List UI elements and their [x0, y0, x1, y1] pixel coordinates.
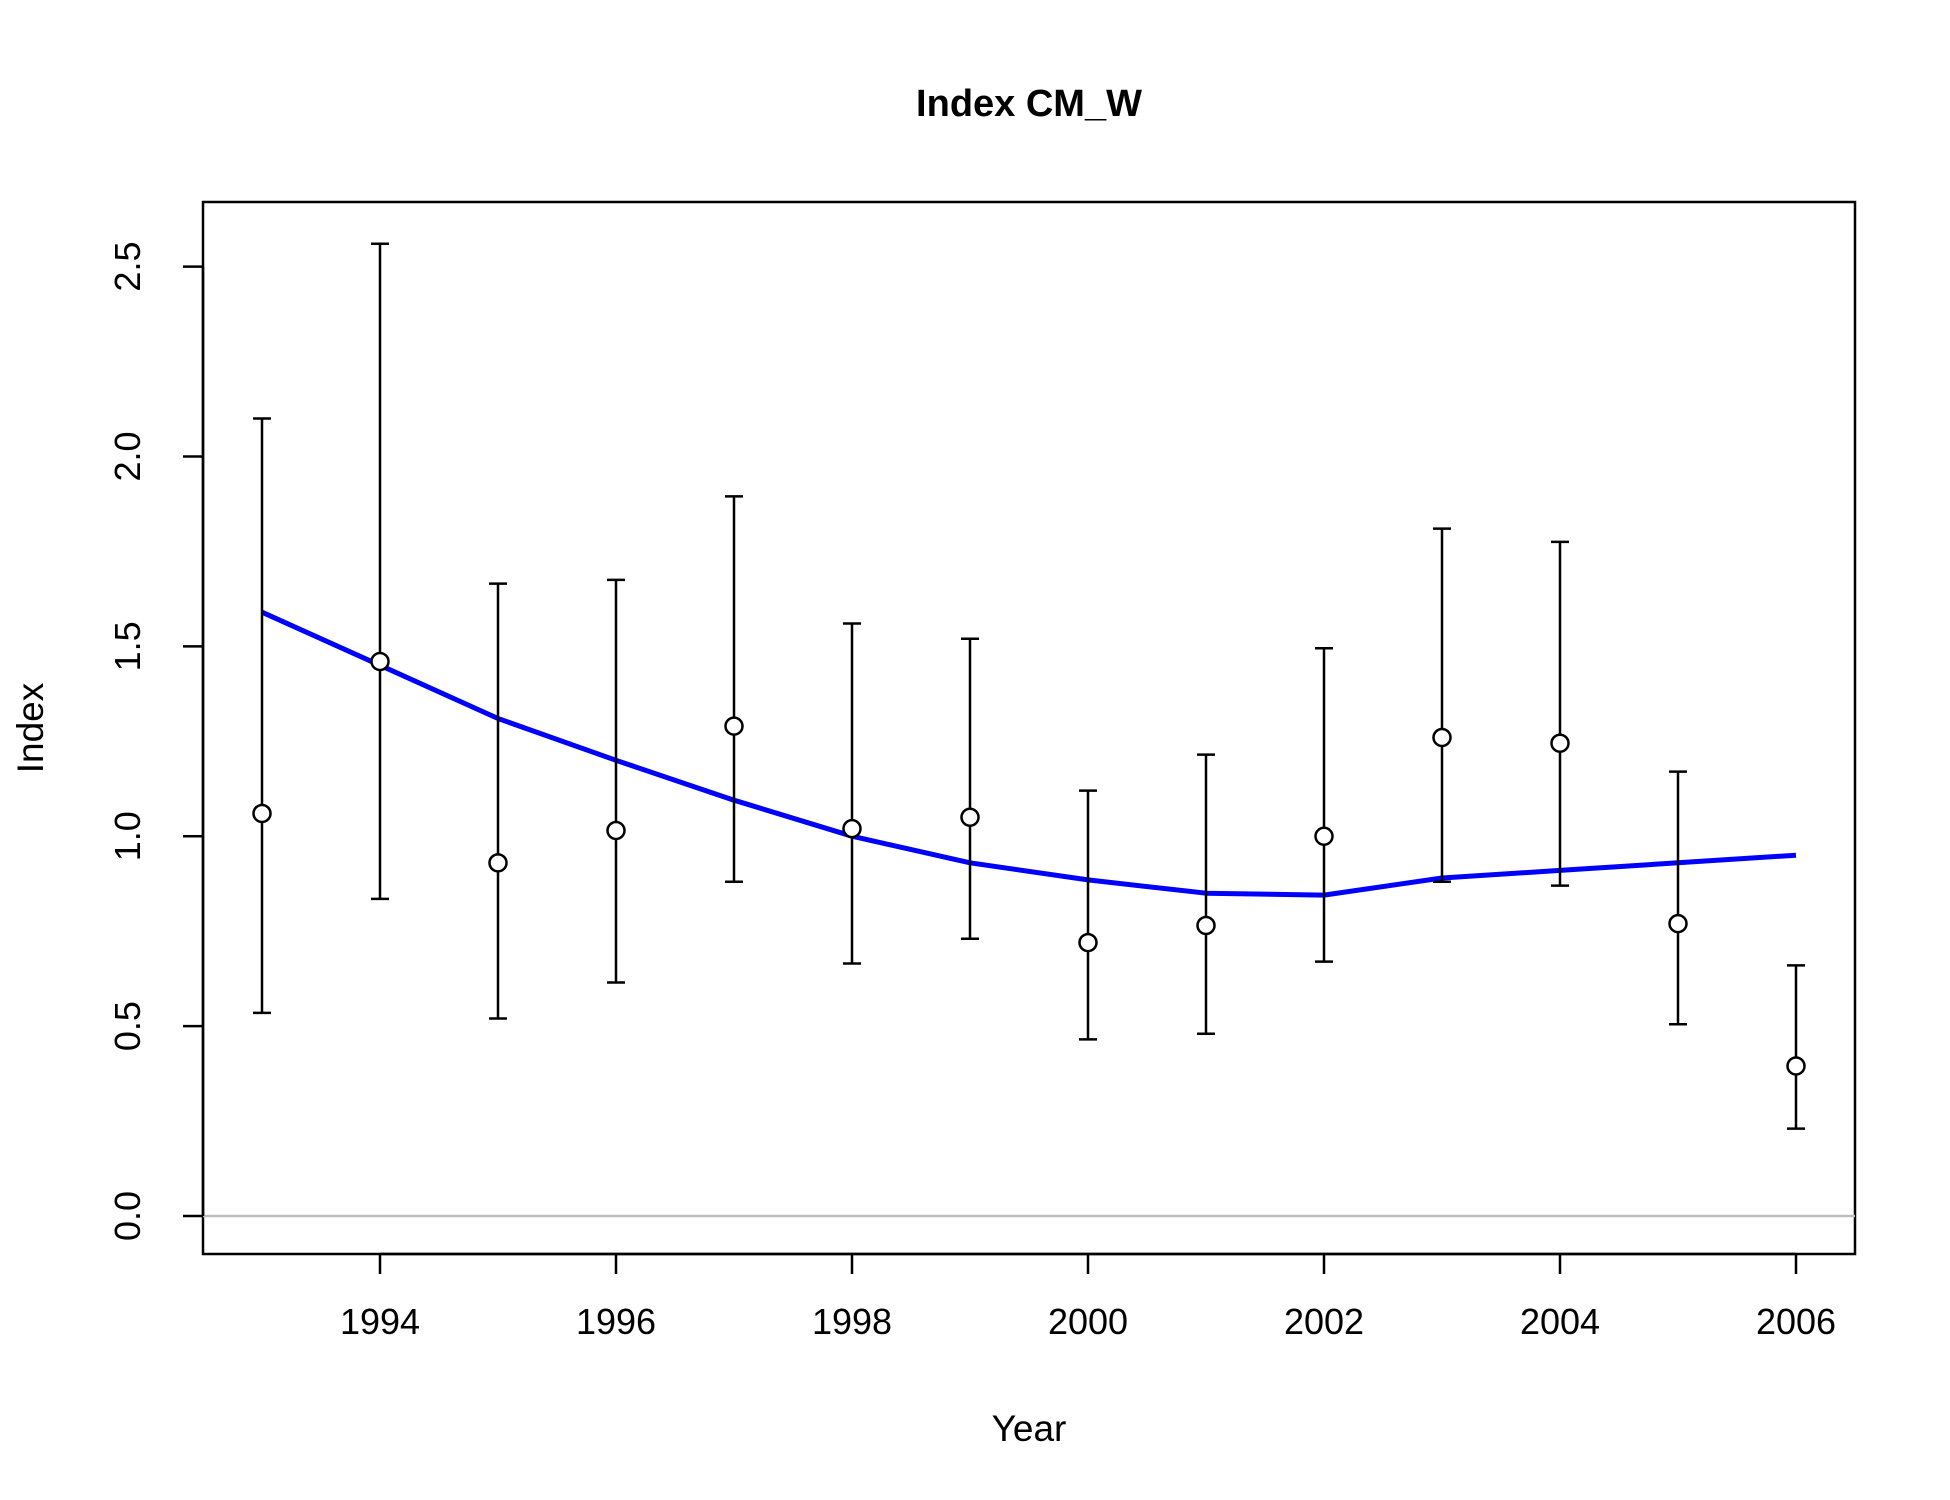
x-tick-label: 2000: [1048, 1301, 1128, 1342]
data-point: [1668, 913, 1688, 934]
data-point: [1550, 733, 1570, 753]
data-point: [370, 651, 390, 672]
y-tick-label: 2.5: [107, 242, 148, 292]
error-bar: [1315, 646, 1333, 963]
y-axis: 0.0 0.5 1.0 1.5 2.0 2.5: [107, 242, 205, 1241]
data-point: [724, 716, 744, 736]
y-tick-label: 0.0: [107, 1191, 148, 1241]
error-bar: [489, 582, 507, 1020]
x-axis: 1994 1996 1998 2000 2002 2004 2006: [340, 1252, 1836, 1342]
y-tick-label: 1.5: [107, 621, 148, 671]
plot-frame: [201, 200, 1857, 1256]
data-point: [1786, 1056, 1806, 1076]
y-axis-label: Index: [10, 682, 51, 773]
error-bar: [1669, 770, 1687, 1026]
x-tick-label: 2004: [1520, 1301, 1600, 1342]
chart-title: Index CM_W: [916, 83, 1142, 125]
fit-line: [260, 609, 1797, 898]
x-tick-label: 2002: [1284, 1301, 1364, 1342]
error-bar: [371, 242, 389, 901]
x-tick-label: 1996: [576, 1301, 656, 1342]
error-bar: [843, 622, 861, 965]
error-bar: [1787, 964, 1805, 1130]
error-bar: [1079, 789, 1097, 1041]
x-tick-label: 2006: [1756, 1301, 1836, 1342]
data-point: [1432, 727, 1452, 748]
y-tick-label: 1.0: [107, 811, 148, 861]
data-point: [252, 803, 272, 824]
x-tick-label: 1998: [812, 1301, 892, 1342]
error-bar-layer: [253, 242, 1805, 1130]
data-point: [1314, 826, 1334, 846]
y-tick-label: 0.5: [107, 1001, 148, 1051]
fit-line-layer: [260, 609, 1797, 898]
error-bar: [961, 637, 979, 941]
data-point: [606, 820, 626, 841]
point-layer: [252, 651, 1806, 1076]
error-bar: [725, 495, 743, 884]
data-point: [1078, 932, 1098, 953]
x-tick-label: 1994: [340, 1301, 420, 1342]
x-axis-label: Year: [992, 1408, 1067, 1449]
data-point: [960, 807, 980, 827]
error-bar: [1197, 753, 1215, 1035]
data-point: [488, 853, 508, 873]
y-tick-label: 2.0: [107, 431, 148, 481]
data-point: [842, 818, 862, 839]
data-point: [1196, 915, 1216, 936]
error-bar: [607, 578, 625, 984]
error-bar: [253, 417, 271, 1015]
error-bar: [1551, 540, 1569, 887]
error-bar: [1433, 527, 1451, 884]
